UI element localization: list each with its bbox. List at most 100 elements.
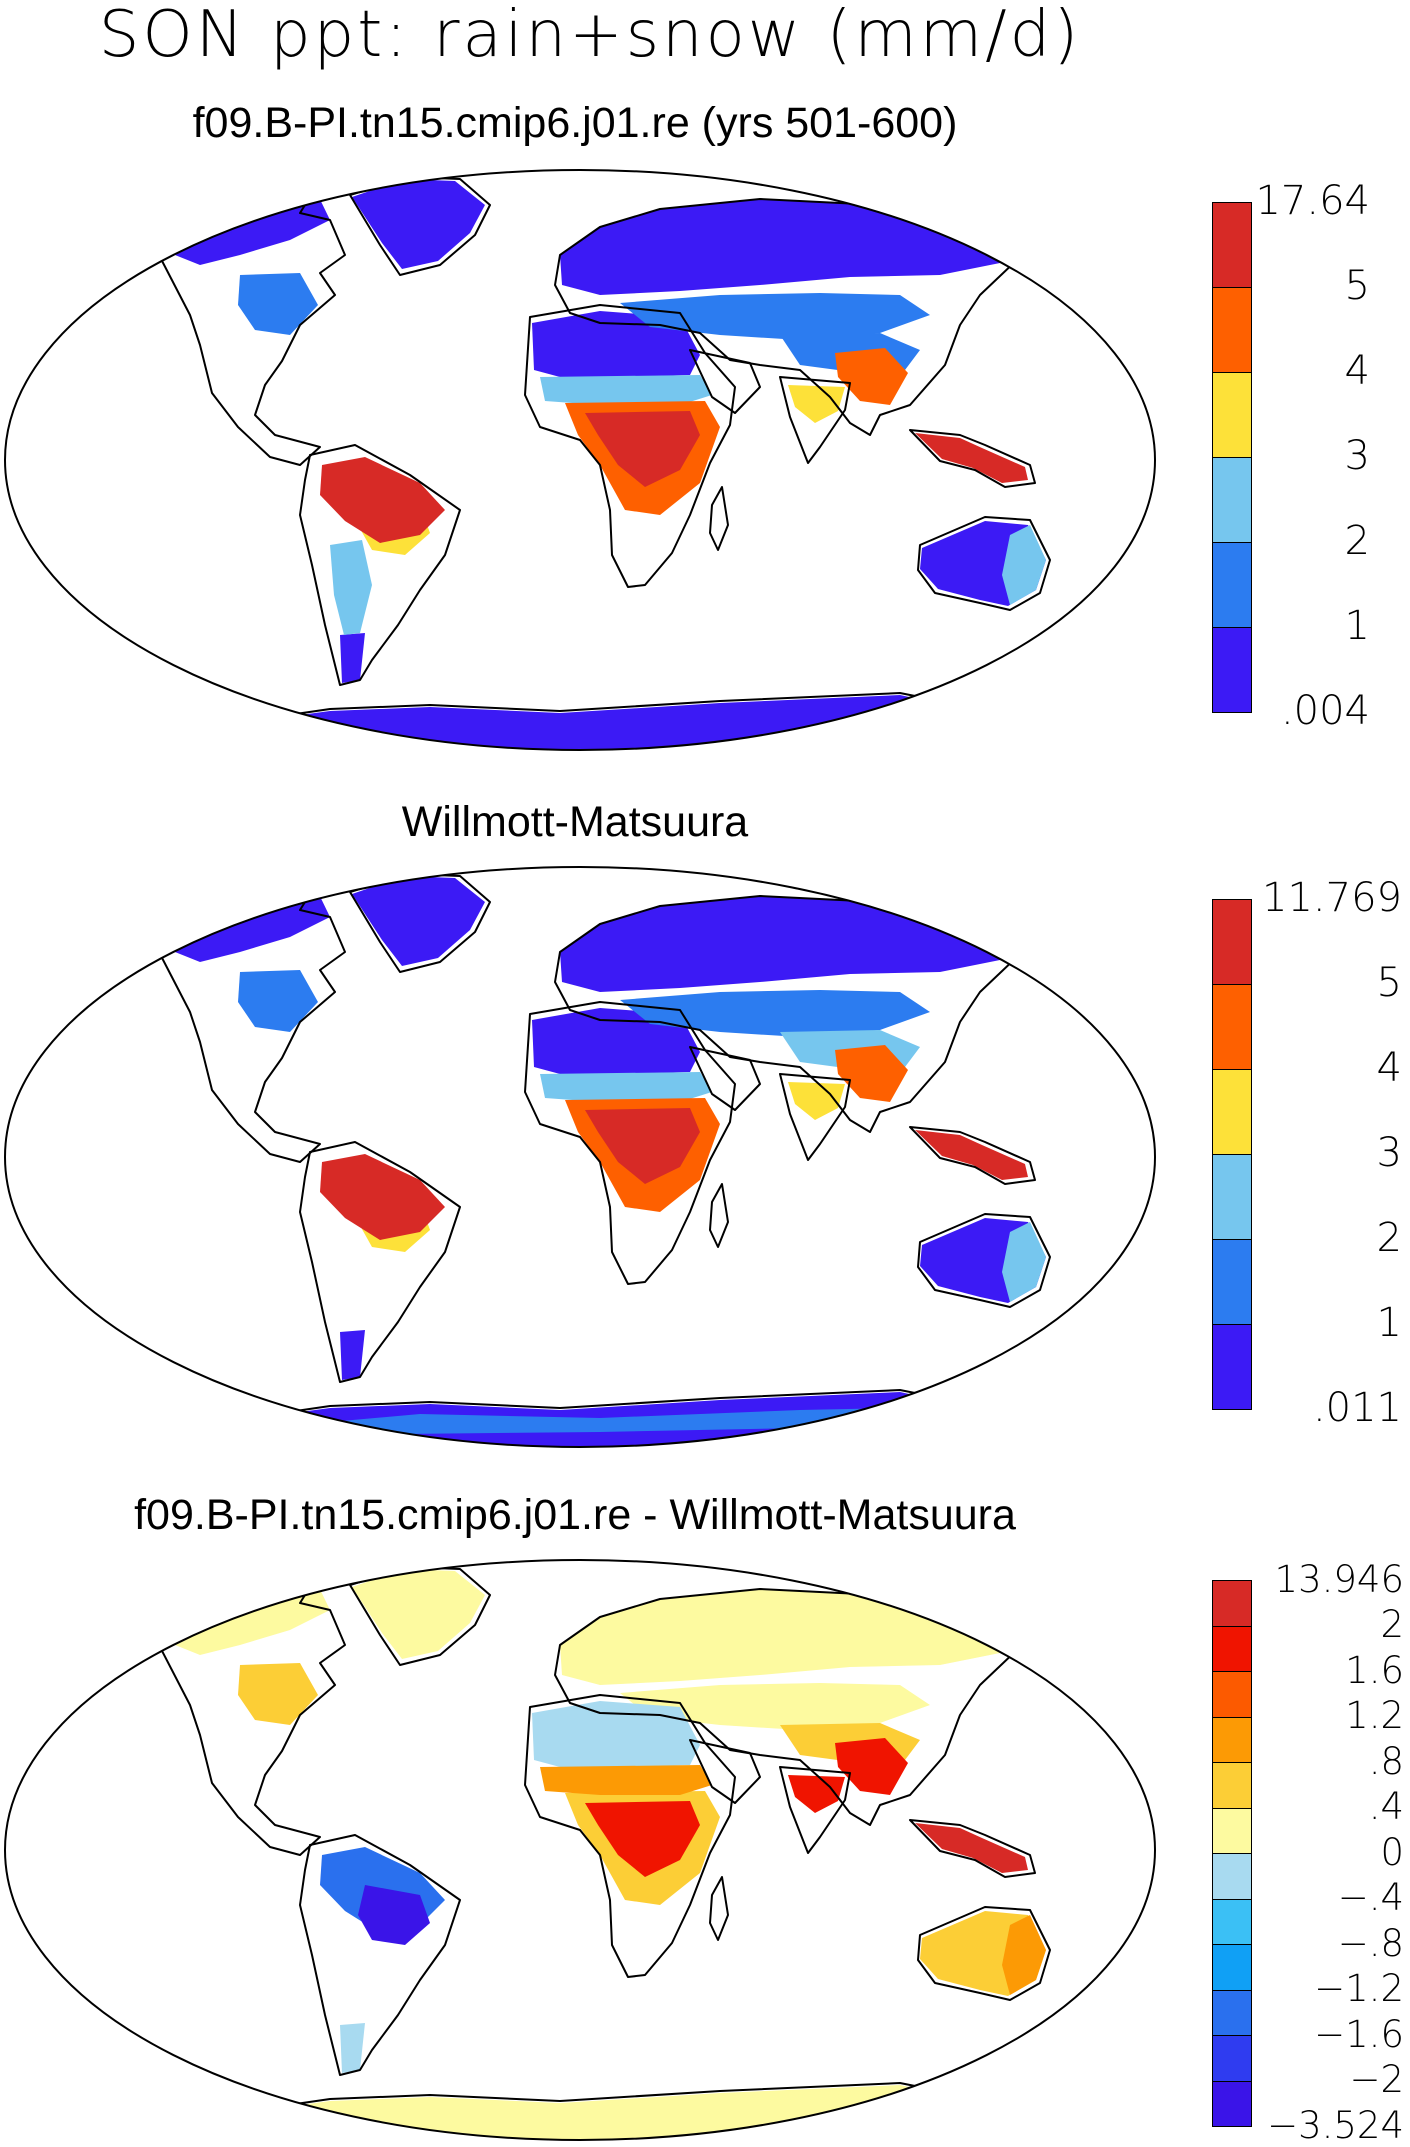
map-model [4,169,1156,751]
colorbar-label: 2 [1376,1215,1402,1261]
shade-australia_east [1002,1222,1046,1302]
coastline-madagascar [709,486,729,551]
shade-china_south [835,1045,908,1102]
land-arabia [690,1740,760,1803]
colorbar-label: 5 [1376,960,1402,1006]
coastline-arabia [689,1739,761,1804]
colorbar-swatch [1212,984,1252,1070]
coastline-madagascar [709,1876,729,1941]
coastline-india [779,1073,851,1161]
colorbar-label: 1 [1344,603,1370,649]
map-frame [4,169,1156,751]
colorbar-label: 5 [1344,263,1370,309]
shade-maritime [915,1130,1028,1180]
colorbar-swatch [1212,372,1252,458]
colorbar-label: −3.524 [1267,2103,1404,2147]
shade-amazon_south [358,1885,430,1945]
colorbar-swatch [1212,202,1252,288]
land-arabia [690,350,760,413]
colorbar-swatch [1212,1069,1252,1155]
colorbar-swatch [1212,457,1252,543]
coastline-india [779,376,851,464]
shade-maritime [915,1823,1028,1873]
shade-greenland [352,1569,485,1659]
shade-congo [585,1801,700,1877]
coastline-maritime [909,1819,1036,1878]
shade-patagonia [340,2023,365,2073]
coastline-arabia [689,349,761,414]
coastline-africa [524,304,736,588]
coastline-na [119,178,346,466]
colorbar-label: −.4 [1337,1876,1404,1920]
panel-title-model: f09.B-PI.tn15.cmip6.j01.re (yrs 501-600) [192,99,958,147]
shade-na_east [238,273,318,335]
shade-patagonia [340,633,365,683]
map-frame [4,1559,1156,2141]
colorbar-swatch [1212,1944,1252,1991]
shade-india_north [788,1775,845,1813]
shade-eurasia_north [560,1589,1015,1685]
colorbar-label: .004 [1280,688,1370,734]
colorbar-label: 11.769 [1262,875,1402,921]
colorbar-label: 13.946 [1274,1557,1404,1601]
colorbar-label: −1.2 [1314,1967,1404,2011]
colorbar-label: 2 [1344,518,1370,564]
colorbar-model: 17.64 5 4 3 2 1 .004 [1212,178,1370,734]
map-frame [4,866,1156,1448]
shade-india_north [788,385,845,423]
colorbar-swatch [1212,287,1252,373]
colorbar-label: 2 [1380,1603,1404,1647]
colorbar-label: 0 [1380,1830,1404,1874]
shade-sahel [540,375,712,405]
colorbar-label: .8 [1368,1739,1404,1783]
colorbar-swatch [1212,1989,1252,2036]
colorbar-swatch [1212,1762,1252,1809]
colorbar-swatch [1212,627,1252,713]
colorbar-label: 1.6 [1345,1648,1404,1692]
shade-australia_east [1002,525,1046,605]
shade-congo [585,411,700,487]
colorbar-swatch [1212,1671,1252,1718]
coastline-maritime [909,1126,1036,1185]
panel-title-difference: f09.B-PI.tn15.cmip6.j01.re - Willmott-Ma… [134,1491,1016,1539]
shade-na_east [238,1663,318,1725]
colorbar-swatch [1212,1239,1252,1325]
shade-china_south [835,348,908,405]
shade-siberia [620,1683,930,1730]
shade-amazon [320,457,445,543]
shade-eurasia_north [560,199,1015,295]
colorbar-swatch [1212,542,1252,628]
coastline-na [119,1568,346,1856]
colorbar-swatch [1212,1154,1252,1240]
coastline-australia [917,1213,1051,1308]
colorbar-label: 1 [1376,1300,1402,1346]
coastline-arabia [689,1046,761,1111]
colorbar-label: 4 [1344,348,1370,394]
colorbar-swatch [1212,1580,1252,1627]
shade-sahel [540,1072,712,1102]
colorbar-label: 4 [1376,1045,1402,1091]
shade-siberia [620,990,930,1037]
coastline-india [779,1766,851,1854]
coastline-madagascar [709,1183,729,1248]
colorbar-swatch [1212,1324,1252,1410]
colorbar-swatch [1212,1853,1252,1900]
colorbar-swatch [1212,1807,1252,1854]
coastline-africa [524,1001,736,1285]
coastline-na [119,875,346,1163]
coastline-australia [917,1906,1051,2001]
coastline-sa [299,1834,461,2076]
colorbar-swatch [1212,2080,1252,2127]
shade-greenland [352,876,485,966]
shade-maritime [915,433,1028,483]
shade-greenland [352,179,485,269]
colorbar-label: −2 [1349,2058,1404,2102]
figure-title: SON ppt: rain+snow (mm/d) [98,0,1082,72]
shade-andes [330,540,372,635]
shade-north_africa [532,1701,700,1767]
colorbar-swatch [1212,1716,1252,1763]
colorbar-swatch [1212,1625,1252,1672]
coastline-sa [299,444,461,686]
colorbar-label: .4 [1368,1785,1404,1829]
colorbar-swatch [1212,2035,1252,2082]
